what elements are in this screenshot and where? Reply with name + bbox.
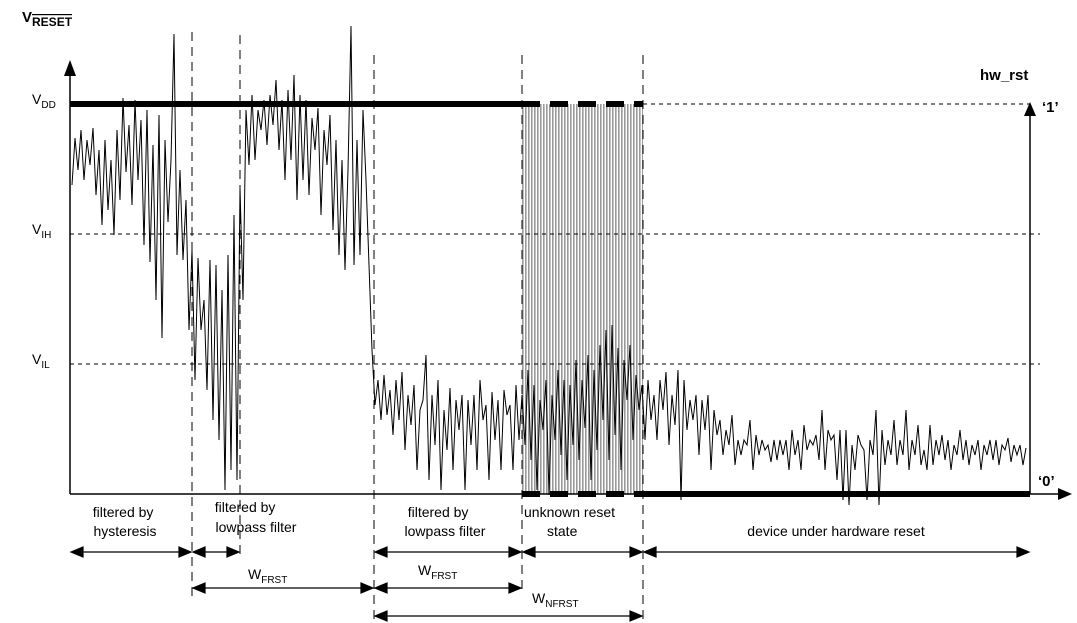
hw-rst-low-label: ‘0’ xyxy=(1038,473,1055,490)
region-label-lowpass-2: filtered by lowpass filter xyxy=(405,504,486,539)
vreset-noisy-signal xyxy=(71,25,1027,506)
hw-rst-title: hw_rst xyxy=(980,67,1028,84)
wnfrst-label: WNFRST xyxy=(532,590,579,610)
region-label-lowpass-1: filtered by lowpass filter xyxy=(215,499,297,535)
vih-label: VIH xyxy=(32,221,51,241)
unknown-state-shading xyxy=(522,104,643,494)
y-axis-title: VRESET xyxy=(22,9,73,29)
wfrst-label-1: WFRST xyxy=(248,566,287,586)
hw-rst-axis-arrowhead xyxy=(1024,102,1036,116)
wfrst-label-2: WFRST xyxy=(418,562,457,582)
y-axis-arrowhead xyxy=(64,60,76,76)
region-label-unknown: unknown reset state xyxy=(524,504,619,539)
x-axis-arrowhead xyxy=(1058,488,1072,500)
region-label-hardware-reset: device under hardware reset xyxy=(747,523,925,539)
boundary-lines xyxy=(191,32,644,623)
vil-label: VIL xyxy=(32,351,50,371)
region-label-hysteresis: filtered by hysteresis xyxy=(93,504,158,539)
dimension-arrows xyxy=(69,546,1031,622)
vdd-label: VDD xyxy=(32,91,56,111)
hw-rst-high-label: ‘1’ xyxy=(1042,99,1059,116)
